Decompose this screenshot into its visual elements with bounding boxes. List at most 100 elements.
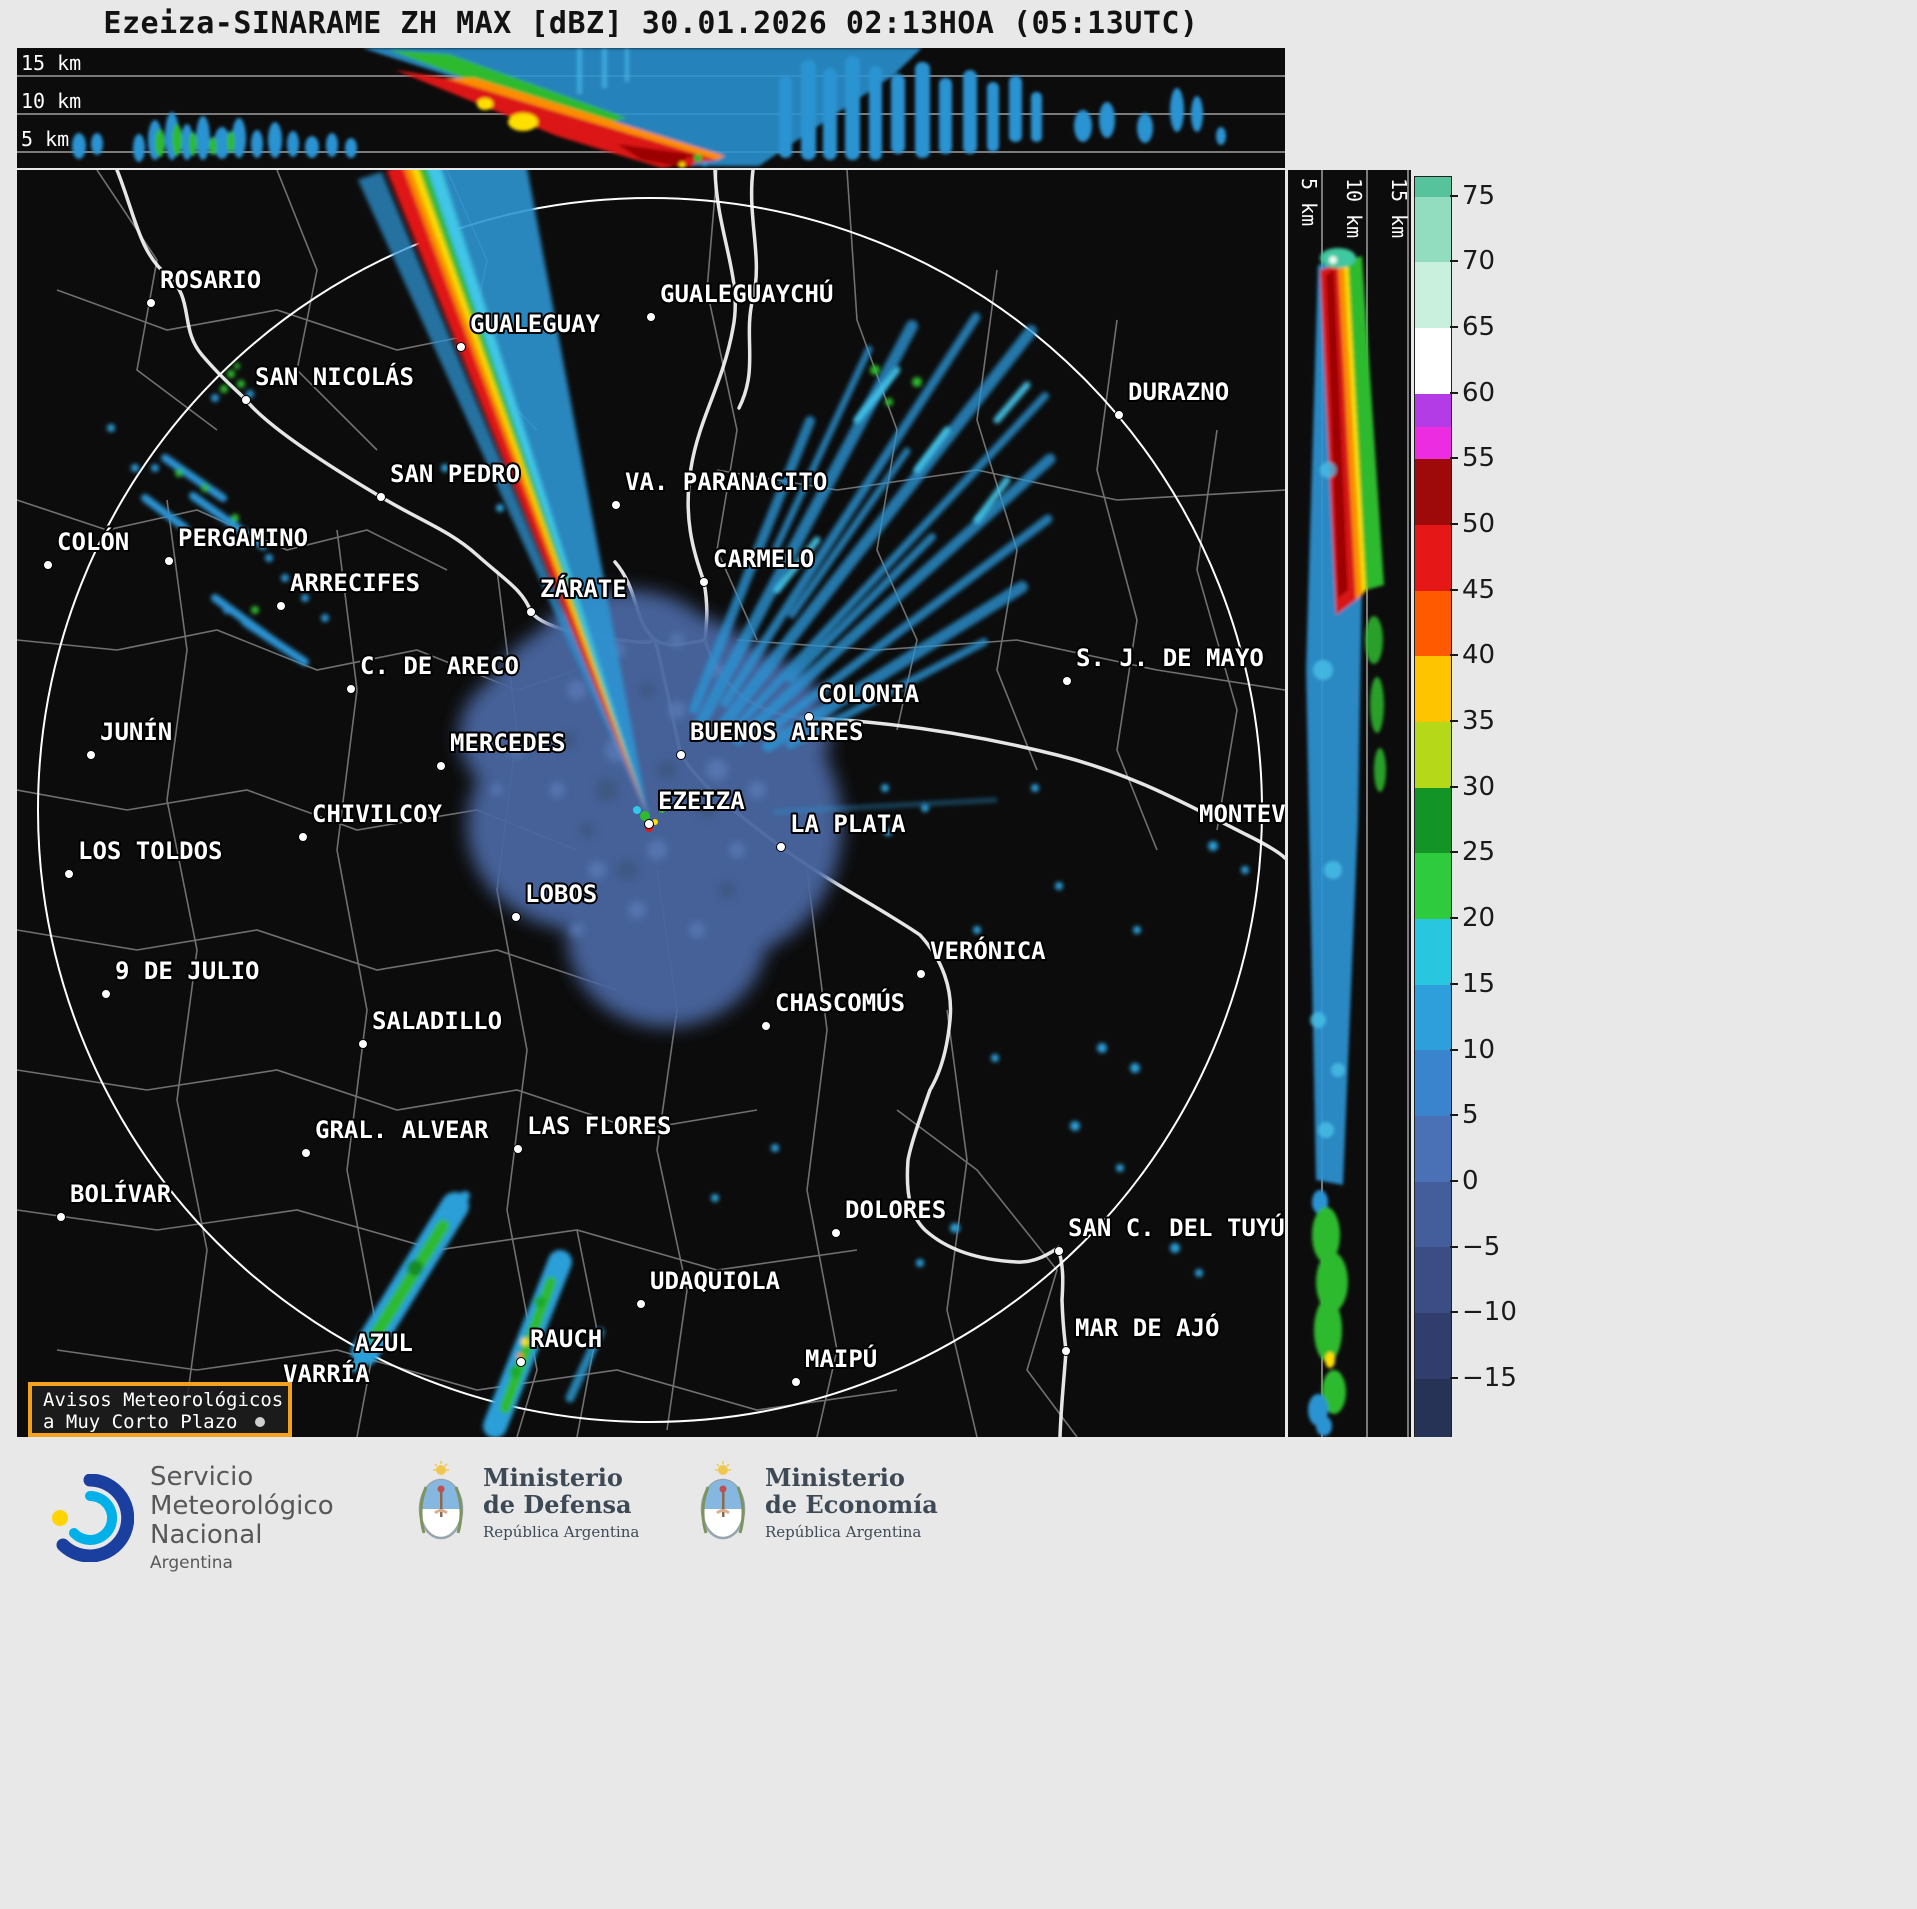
city-dot-la-plata [776, 842, 786, 852]
city-label-jun-n: JUNÍN [100, 717, 172, 746]
city-dot-gral-alvear [301, 1148, 311, 1158]
city-dot-maip [791, 1377, 801, 1387]
colorbar-segment-55 [1415, 459, 1451, 526]
colorbar-segment-0 [1415, 1181, 1451, 1248]
city-label-colonia: COLONIA [818, 680, 920, 708]
city-dot-lobos [511, 912, 521, 922]
city-label-mar-de-aj: MAR DE AJÓ [1075, 1312, 1220, 1342]
ne-echo-fan [689, 312, 1056, 815]
colorbar-tick-55: 55 [1449, 443, 1496, 474]
city-label-gualeguaych: GUALEGUAYCHÚ [660, 278, 833, 308]
city-dot-las-flores [513, 1144, 523, 1154]
nw-speckle-field [141, 454, 329, 666]
city-label-gualeguay: GUALEGUAY [470, 310, 601, 338]
city-dot-bol-var [56, 1212, 66, 1222]
city-dot-rosario [146, 298, 156, 308]
colorbar-tick-45: 45 [1449, 574, 1496, 605]
defensa-name-line2: de Defensa [483, 1489, 632, 1519]
city-dot-buenos-aires [676, 750, 686, 760]
warning-line2: a Muy Corto Plazo [43, 1411, 237, 1433]
city-dot-rauch [516, 1357, 526, 1367]
city-dot-san-pedro [376, 492, 386, 502]
colorbar-tick-10: 10 [1449, 1034, 1496, 1065]
dbz-colorbar [1414, 176, 1452, 1439]
main-radar-map-panel: ROSARIO GUALEGUAYCHÚ GUALEGUAY SAN NICOLÁS D… [17, 170, 1285, 1437]
defensa-name-line1: Ministerio [483, 1462, 623, 1492]
warning-line1: Avisos Meteorológicos [43, 1389, 283, 1411]
colorbar-tick-20: 20 [1449, 903, 1496, 934]
colorbar-segment-15 [1415, 984, 1451, 1051]
right-cross-section-panel: 5 km 10 km 15 km [1288, 170, 1411, 1437]
city-dot-durazno [1114, 410, 1124, 420]
city-label-buenos-aires: BUENOS AIRES [690, 718, 863, 746]
top-cross-section-panel: 15 km 10 km 5 km [17, 48, 1285, 168]
city-label-durazno: DURAZNO [1128, 378, 1229, 406]
colorbar-tick-60: 60 [1449, 377, 1496, 408]
page-title: Ezeiza-SINARAME ZH MAX [dBZ] 30.01.2026 … [103, 6, 1199, 41]
city-dot-san-nicol-s [241, 395, 251, 405]
city-label-chascom-s: CHASCOMÚS [775, 987, 905, 1017]
colorbar-tick-15: 15 [1449, 968, 1496, 999]
top-altitude-label-15km: 15 km [21, 51, 81, 75]
city-dot-mercedes [436, 761, 446, 771]
city-dot-gualeguay [456, 342, 466, 352]
range-ring [37, 197, 1263, 1423]
city-label-pergamino: PERGAMINO [178, 524, 308, 552]
colorbar-tick-40: 40 [1449, 640, 1496, 671]
defensa-subtitle: República Argentina [483, 1522, 640, 1541]
city-dot-9-de-julio [101, 989, 111, 999]
city-label-c-de-areco: C. DE ARECO [360, 652, 519, 680]
elevated-echo-columns [779, 56, 1226, 160]
economia-name-line2: de Economía [765, 1489, 938, 1519]
coat-of-arms-icon [418, 1461, 464, 1540]
city-dot-ver-nica [916, 969, 926, 979]
city-dot-z-rate [526, 607, 536, 617]
city-label-udaquiola: UDAQUIOLA [650, 1267, 781, 1295]
city-label-bol-var: BOLÍVAR [70, 1179, 172, 1208]
colorbar-segment-5 [1415, 1116, 1451, 1182]
smn-subtitle: Argentina [150, 1553, 233, 1573]
right-altitude-label-15km: 15 km [1387, 178, 1411, 238]
coat-of-arms-icon [700, 1461, 746, 1540]
colorbar-tick-25: 25 [1449, 837, 1496, 868]
city-dot-chascom-s [761, 1021, 771, 1031]
warning-box[interactable]: Avisos Meteorológicos a Muy Corto Plazo [28, 1382, 292, 1437]
city-label-ezeiza: EZEIZA [658, 787, 745, 815]
city-label-dolores: DOLORES [845, 1196, 946, 1224]
colorbar-tick--5: −5 [1449, 1231, 1501, 1262]
economia-subtitle: República Argentina [765, 1522, 922, 1541]
river-braid [737, 170, 759, 410]
city-dot-mar-de-aj [1061, 1346, 1071, 1356]
city-label-san-c-del-tuy: SAN C. DEL TUYÚ [1068, 1212, 1285, 1242]
colorbar-segment-45 [1415, 590, 1451, 657]
city-dot-c-de-areco [346, 684, 356, 694]
colorbar-tick--15: −15 [1450, 1362, 1517, 1393]
city-dot-saladillo [358, 1039, 368, 1049]
city-label-gral-alvear: GRAL. ALVEAR [315, 1116, 489, 1144]
city-dot-pergamino [164, 556, 174, 566]
smn-name-line1: Servicio [150, 1462, 254, 1492]
colorbar-segment-60 [1415, 393, 1451, 427]
city-label-va-paranacito: VA. PARANACITO [625, 468, 827, 496]
right-cross-section-svg: 5 km 10 km 15 km [1297, 170, 1411, 1437]
top-altitude-label-5km: 5 km [21, 127, 69, 151]
city-label-carmelo: CARMELO [713, 545, 814, 573]
city-label-ver-nica: VERÓNICA [930, 935, 1046, 965]
footer: Servicio Meteorológico Nacional Argentin… [0, 1437, 1917, 1909]
city-label-s-j-de-mayo: S. J. DE MAYO [1076, 644, 1264, 672]
smn-name-line2: Meteorológico [150, 1491, 334, 1521]
city-label-los-toldos: LOS TOLDOS [78, 837, 223, 865]
warning-bullet-dot [255, 1417, 265, 1427]
ne-fan-bright-dashes [773, 366, 1031, 594]
city-dot-udaquiola [636, 1299, 646, 1309]
colorbar-segment-20 [1415, 919, 1451, 985]
city-dot-colonia [804, 712, 814, 722]
city-label-lobos: LOBOS [525, 880, 597, 908]
colorbar-tick-65: 65 [1449, 312, 1496, 343]
city-dot-san-c-del-tuy [1054, 1246, 1064, 1256]
city-label-maip: MAIPÚ [805, 1343, 877, 1373]
city-label-rosario: ROSARIO [160, 266, 261, 294]
colorbar-segment-76.5 [1415, 177, 1451, 197]
city-label-col-n: COLÓN [57, 526, 129, 556]
colorbar-segment-57.5 [1415, 426, 1451, 460]
